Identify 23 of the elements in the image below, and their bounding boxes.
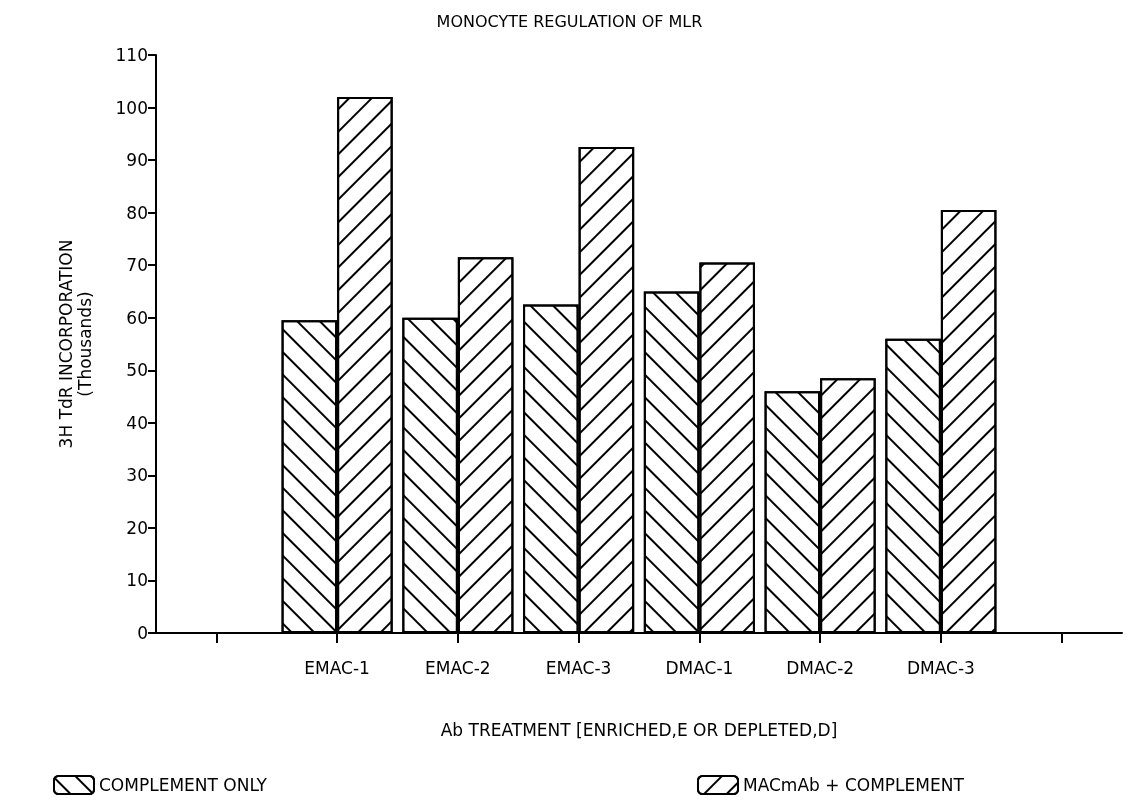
y-tick-label: 80 [126, 202, 148, 223]
y-tick-label: 30 [126, 465, 148, 486]
x-axis-title: Ab TREATMENT [ENRICHED,E OR DEPLETED,D] [440, 719, 838, 740]
y-tick-label: 0 [137, 623, 148, 643]
y-tick-label: 60 [126, 307, 148, 328]
x-tick-label: DMAC-3 [906, 657, 975, 678]
x-tick-label: EMAC-2 [425, 657, 491, 678]
y-tick-label: 50 [126, 360, 148, 381]
y-tick-label: 100 [115, 97, 148, 118]
chart-title: MONOCYTE REGULATION OF MLR [436, 11, 703, 31]
y-tick-label: 110 [115, 45, 148, 65]
x-tick-label: DMAC-2 [786, 657, 855, 678]
legend-label: COMPLEMENT ONLY [99, 775, 268, 795]
y-tick-label: 70 [126, 255, 148, 276]
x-tick-label: DMAC-1 [665, 657, 734, 678]
x-tick-label: EMAC-1 [304, 657, 370, 678]
y-tick-label: 40 [126, 412, 148, 433]
y-axis-title: 3H TdR INCORPORATION (Thousands) [55, 239, 95, 449]
y-tick-label: 90 [126, 150, 148, 171]
x-tick-label: EMAC-3 [545, 657, 612, 678]
y-tick-label: 10 [126, 570, 148, 591]
legend-label: MACmAb + COMPLEMENT [742, 775, 965, 795]
y-tick-label: 20 [126, 517, 148, 538]
